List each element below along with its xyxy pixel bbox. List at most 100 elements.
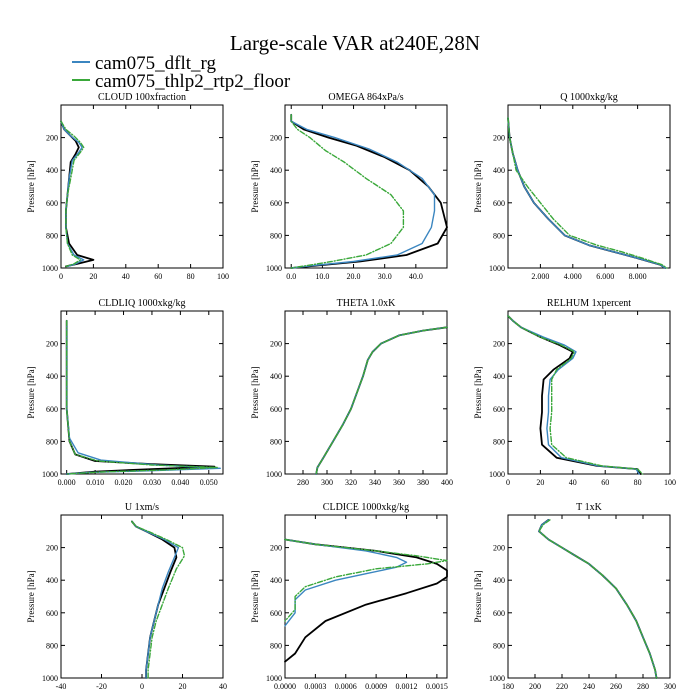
series-line-floor [284, 538, 448, 622]
panel-title: U 1xm/s [125, 502, 159, 513]
plot-frame [507, 310, 671, 475]
panel-title: CLDLIQ 1000xkg/kg [99, 298, 186, 309]
x-tick-label: 320 [345, 478, 357, 487]
x-tick-label: 80 [187, 272, 195, 281]
x-tick-label: 10.0 [315, 272, 329, 281]
series-line-floor [507, 117, 668, 269]
series-line-dflt [60, 120, 85, 268]
x-tick-label: 100 [217, 272, 229, 281]
x-tick-label: 6.000 [596, 272, 614, 281]
x-tick-label: 360 [393, 478, 405, 487]
y-tick-label: 800 [270, 231, 282, 240]
y-axis-label: Pressure [hPa] [250, 570, 260, 622]
figure-title: Large-scale VAR at240E,28N [230, 31, 480, 55]
y-tick-label: 600 [270, 405, 282, 414]
x-tick-label: 60 [154, 272, 162, 281]
y-tick-label: 600 [46, 405, 58, 414]
x-tick-label: 0.0003 [304, 682, 326, 691]
plot-frame [284, 514, 448, 679]
x-tick-label: 0.010 [86, 478, 104, 487]
y-tick-label: 200 [46, 340, 58, 349]
series-line-reference [507, 117, 666, 269]
y-axis-label: Pressure [hPa] [250, 366, 260, 418]
legend-label-dflt: cam075_dflt_rg [95, 53, 217, 74]
x-tick-label: 280 [297, 478, 309, 487]
series-line-floor [131, 520, 186, 679]
y-tick-label: 200 [270, 134, 282, 143]
y-tick-label: 1000 [266, 264, 282, 273]
y-tick-label: 800 [270, 437, 282, 446]
y-tick-label: 1000 [489, 674, 505, 683]
series-line-dflt [507, 117, 666, 269]
y-tick-label: 200 [46, 544, 58, 553]
x-tick-label: 200 [529, 682, 541, 691]
series-line-floor [315, 326, 448, 475]
series-line-dflt [507, 315, 640, 475]
x-tick-label: 400 [441, 478, 453, 487]
y-axis-label: Pressure [hPa] [26, 570, 36, 622]
x-tick-label: 180 [502, 682, 514, 691]
x-tick-label: 0.0009 [365, 682, 387, 691]
x-tick-label: 380 [417, 478, 429, 487]
y-tick-label: 800 [46, 437, 58, 446]
x-tick-label: 280 [637, 682, 649, 691]
x-tick-label: 40.0 [409, 272, 423, 281]
y-axis-label: Pressure [hPa] [473, 160, 483, 212]
panel-title: RELHUM 1xpercent [547, 298, 631, 309]
x-tick-label: 0.000 [58, 478, 76, 487]
panel-title: Q 1000xkg/kg [560, 92, 618, 103]
x-tick-label: 40 [569, 478, 577, 487]
y-tick-label: 200 [270, 544, 282, 553]
x-tick-label: 340 [369, 478, 381, 487]
x-tick-label: 0.040 [171, 478, 189, 487]
x-tick-label: 80 [634, 478, 642, 487]
series-line-floor [66, 320, 218, 475]
x-tick-label: 0.0006 [335, 682, 357, 691]
plot-frame [507, 514, 671, 679]
y-tick-label: 1000 [42, 674, 58, 683]
y-axis-label: Pressure [hPa] [250, 160, 260, 212]
panel-title: OMEGA 864xPa/s [328, 92, 403, 103]
panel-5: RELHUM 1xpercent 0 20 40 60 80 100 200 400 600 800… [473, 298, 676, 487]
x-tick-label: -40 [56, 682, 67, 691]
x-tick-label: 0.050 [200, 478, 218, 487]
series-line-reference [507, 315, 642, 475]
y-axis-label: Pressure [hPa] [473, 570, 483, 622]
x-tick-label: 30.0 [378, 272, 392, 281]
y-tick-label: 400 [270, 576, 282, 585]
y-tick-label: 1000 [489, 264, 505, 273]
y-tick-label: 400 [270, 166, 282, 175]
y-tick-label: 1000 [266, 470, 282, 479]
panel-7: CLDICE 1000xkg/kg 0.0000 0.0003 0.0006 0.000… [250, 502, 448, 691]
plot-frame [60, 104, 224, 269]
y-tick-label: 800 [493, 437, 505, 446]
panel-title: CLDICE 1000xkg/kg [323, 502, 409, 513]
series-line-reference [60, 120, 95, 268]
y-tick-label: 600 [46, 609, 58, 618]
x-tick-label: 0 [506, 478, 510, 487]
panel-1: OMEGA 864xPa/s 0.0 10.0 20.0 30.0 40.0 200 400 6… [250, 92, 448, 281]
y-tick-label: 200 [493, 544, 505, 553]
x-tick-label: 2.000 [531, 272, 549, 281]
y-tick-label: 800 [46, 231, 58, 240]
y-tick-label: 1000 [42, 470, 58, 479]
x-tick-label: 0.0 [286, 272, 296, 281]
series-line-reference [131, 520, 178, 679]
series-line-reference [315, 326, 448, 475]
y-tick-label: 200 [493, 340, 505, 349]
series-line-reference [284, 538, 448, 663]
y-tick-label: 600 [493, 609, 505, 618]
y-tick-label: 400 [46, 576, 58, 585]
plot-frame [284, 104, 448, 269]
series-line-reference [65, 319, 216, 475]
y-tick-label: 1000 [42, 264, 58, 273]
x-tick-label: 300 [664, 682, 676, 691]
y-tick-label: 600 [46, 199, 58, 208]
panel-2: Q 1000xkg/kg 2.000 4.000 6.000 8.000 200 400 60… [473, 92, 671, 281]
x-tick-label: 20 [89, 272, 97, 281]
y-tick-label: 800 [46, 641, 58, 650]
x-tick-label: 20 [179, 682, 187, 691]
panel-8: T 1xK 180 200 220 240 260 280 300 200 400 600 800 10… [473, 502, 676, 691]
